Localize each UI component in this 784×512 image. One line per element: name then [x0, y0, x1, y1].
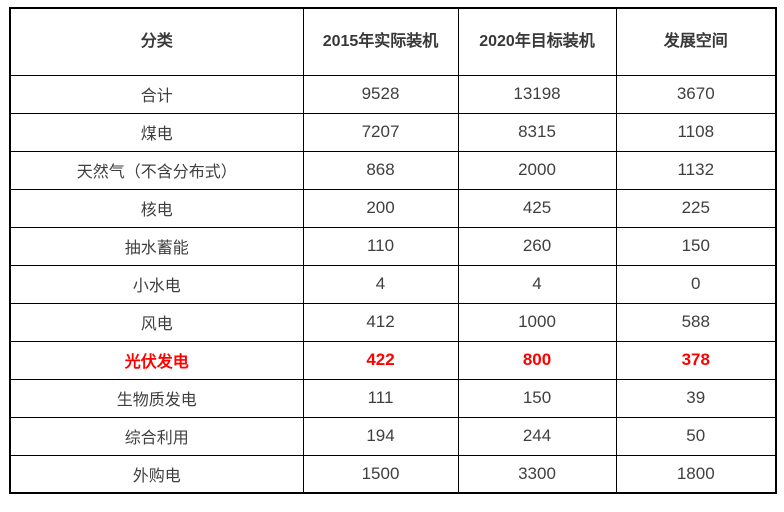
cell-space: 588: [615, 302, 777, 342]
cell-2015: 412: [302, 302, 459, 342]
capacity-table-container: 分类 2015年实际装机 2020年目标装机 发展空间 合计 9528 1319…: [9, 7, 777, 494]
row-label: 天然气（不含分布式）: [9, 150, 304, 190]
table-row: 综合利用 194 244 50: [9, 416, 777, 456]
capacity-table: 分类 2015年实际装机 2020年目标装机 发展空间 合计 9528 1319…: [9, 7, 777, 494]
table-row: 风电 412 1000 588: [9, 302, 777, 342]
row-label: 煤电: [9, 112, 304, 152]
cell-2015: 4: [302, 264, 459, 304]
cell-2015: 111: [302, 378, 459, 418]
header-label: 2020年目标装机: [479, 33, 595, 51]
cell-2015: 868: [302, 150, 459, 190]
row-label: 外购电: [9, 454, 304, 494]
header-cell-2015-actual: 2015年实际装机: [302, 7, 459, 76]
table-row: 煤电 7207 8315 1108: [9, 112, 777, 152]
row-label: 合计: [9, 74, 304, 114]
header-cell-2020-target: 2020年目标装机: [457, 7, 617, 76]
row-label: 综合利用: [9, 416, 304, 456]
cell-2015: 194: [302, 416, 459, 456]
row-label: 核电: [9, 188, 304, 228]
header-row: 分类 2015年实际装机 2020年目标装机 发展空间: [9, 7, 777, 76]
cell-2020: 800: [457, 340, 617, 380]
cell-space: 3670: [615, 74, 777, 114]
table-row-highlight-solar: 光伏发电 422 800 378: [9, 340, 777, 380]
cell-space: 0: [615, 264, 777, 304]
cell-2020: 8315: [457, 112, 617, 152]
table-row: 小水电 4 4 0: [9, 264, 777, 304]
row-label: 抽水蓄能: [9, 226, 304, 266]
cell-space: 39: [615, 378, 777, 418]
header-label: 发展空间: [663, 33, 728, 51]
cell-2020: 150: [457, 378, 617, 418]
cell-space: 1108: [615, 112, 777, 152]
table-row: 合计 9528 13198 3670: [9, 74, 777, 114]
cell-2015: 422: [302, 340, 459, 380]
cell-space: 1800: [615, 454, 777, 494]
cell-space: 1132: [615, 150, 777, 190]
table-row: 天然气（不含分布式） 868 2000 1132: [9, 150, 777, 190]
row-label: 光伏发电: [9, 340, 304, 380]
row-label: 生物质发电: [9, 378, 304, 418]
cell-2020: 4: [457, 264, 617, 304]
cell-2020: 425: [457, 188, 617, 228]
cell-2015: 1500: [302, 454, 459, 494]
header-label: 分类: [140, 33, 173, 51]
cell-2015: 200: [302, 188, 459, 228]
table-row: 生物质发电 111 150 39: [9, 378, 777, 418]
table-row: 核电 200 425 225: [9, 188, 777, 228]
cell-2020: 13198: [457, 74, 617, 114]
row-label: 风电: [9, 302, 304, 342]
cell-2015: 110: [302, 226, 459, 266]
row-label: 小水电: [9, 264, 304, 304]
cell-space: 378: [615, 340, 777, 380]
table-row: 抽水蓄能 110 260 150: [9, 226, 777, 266]
cell-2020: 3300: [457, 454, 617, 494]
cell-2020: 244: [457, 416, 617, 456]
header-cell-category: 分类: [9, 7, 304, 76]
cell-2015: 9528: [302, 74, 459, 114]
cell-space: 225: [615, 188, 777, 228]
header-cell-dev-space: 发展空间: [615, 7, 777, 76]
cell-2020: 260: [457, 226, 617, 266]
header-label: 2015年实际装机: [322, 33, 439, 51]
cell-space: 150: [615, 226, 777, 266]
cell-2020: 2000: [457, 150, 617, 190]
cell-2020: 1000: [457, 302, 617, 342]
cell-2015: 7207: [302, 112, 459, 152]
table-row: 外购电 1500 3300 1800: [9, 454, 777, 494]
cell-space: 50: [615, 416, 777, 456]
